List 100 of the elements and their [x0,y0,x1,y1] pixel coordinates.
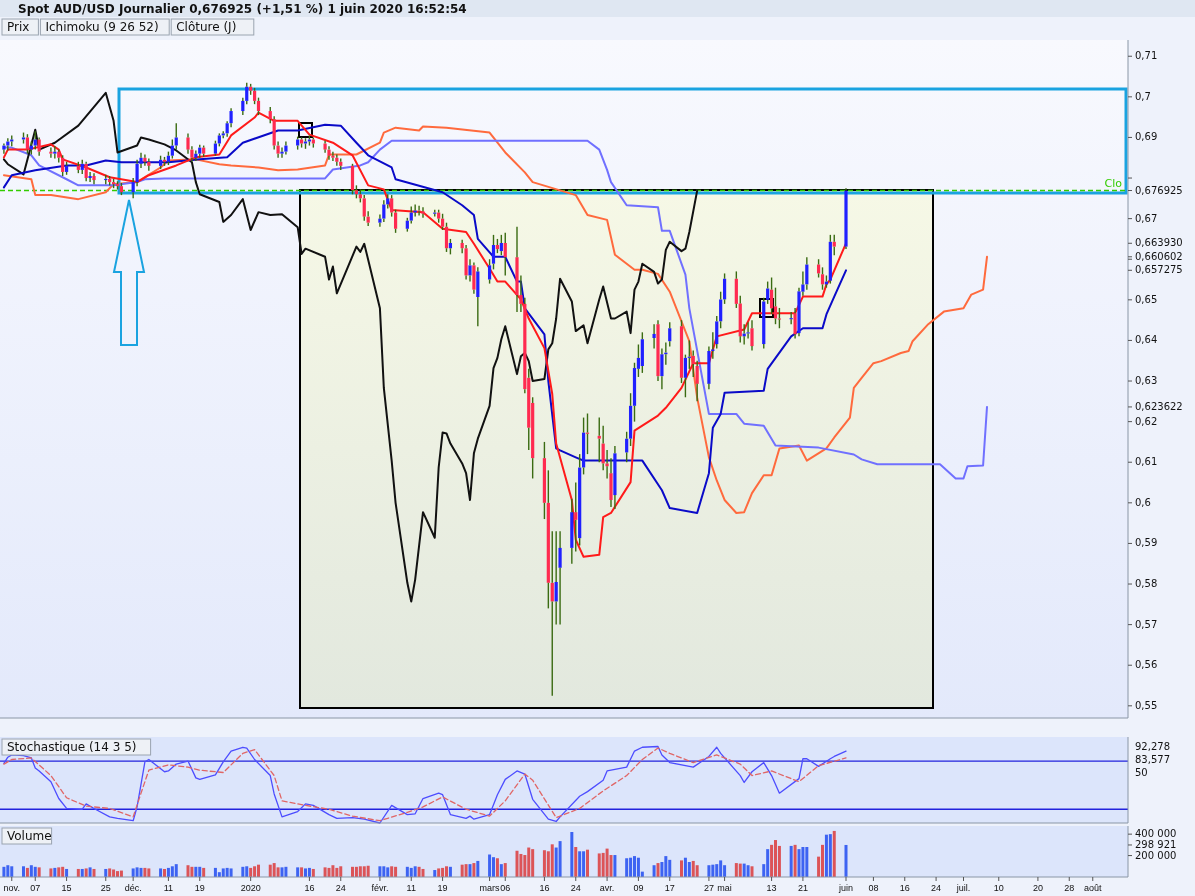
bar [605,848,609,877]
bar [582,851,586,877]
x-tick-label: 24 [335,883,346,893]
bar [147,868,151,877]
x-tick-label: 25 [100,883,111,893]
bar [386,867,390,877]
candlestick [570,498,574,565]
text: Prix [7,20,30,34]
bar [339,866,343,877]
bar [805,847,809,877]
candlestick [797,286,801,338]
bar [84,868,88,877]
x-tick-label: 20 [1032,883,1043,893]
bar [186,865,190,877]
bar [108,868,112,877]
x-tick-label: 11 [406,883,416,893]
bar [276,867,280,877]
y-tick-label: 0,676925 [1135,184,1183,196]
bar [574,847,578,877]
bar [437,868,441,877]
x-tick-label: 09 [633,883,644,893]
y-tick-label: 0,7 [1135,90,1151,102]
bar [625,858,629,877]
candlestick [550,530,554,697]
bar [629,857,633,877]
candlestick [793,307,797,340]
bar [245,866,249,877]
candlestick [37,136,41,157]
bar [715,864,719,877]
bar [468,864,472,877]
candlestick [53,145,57,160]
text: Ichimoku (9 26 52) [45,20,159,34]
bar [734,863,738,877]
bar [527,847,531,877]
candlestick [652,323,656,350]
candlestick [323,139,327,154]
bar [445,866,448,877]
bar [464,864,468,877]
y-tick-label: 0,61 [1135,456,1158,468]
candlestick [84,161,88,182]
bar [687,862,691,877]
y-tick-label: 0,64 [1135,334,1158,346]
bar [378,866,382,877]
y-tick-label: 0,62 [1135,415,1158,427]
y-tick-label: 0,660602 [1135,250,1183,262]
bar [159,868,163,877]
x-tick-label: 15 [61,883,72,893]
x-tick-label: 08 [868,883,879,893]
bar [570,832,574,877]
candlestick [844,187,848,250]
bar [131,868,135,877]
x-tick-label: juil. [955,883,971,893]
bar [331,865,335,877]
candlestick [284,140,288,156]
candlestick [660,347,664,390]
bar [499,864,503,877]
candlestick [92,172,96,185]
y-tick-label: 0,663930 [1135,237,1183,249]
bar [358,866,362,877]
bar [300,867,304,877]
x-tick-label: 17 [664,883,675,893]
chart-title: Spot AUD/USD Journalier 0,676925 (+1,51 %) 1 juin 2020 16:52:54 [18,2,467,16]
candlestick [143,153,147,167]
bar [738,863,742,877]
candlestick [186,132,190,155]
y-tick-label: 0,55 [1135,699,1158,711]
bar [832,830,836,877]
bar [656,863,660,877]
candlestick [272,115,276,151]
bar [633,856,636,877]
y-tick-label: 0,71 [1135,50,1158,62]
bar [707,865,711,877]
bar [597,853,601,877]
candlestick [746,321,750,340]
bar [844,844,848,877]
bar [652,865,656,877]
text: 50 [1135,767,1148,778]
x-tick-label: mai [717,883,732,893]
bar [22,866,25,877]
bar [253,866,257,877]
x-tick-label: 16 [539,883,550,893]
bar [719,860,723,877]
bar [601,852,605,877]
bar [683,857,687,877]
bar [691,860,695,877]
x-tick-label: 2020 [240,883,261,893]
bar [613,855,617,877]
y-tick-label: 0,657275 [1135,264,1183,276]
y-tick-label: 0,57 [1135,618,1158,630]
candlestick [707,345,711,390]
bar [170,866,174,877]
candlestick [413,203,417,218]
candlestick [194,149,198,162]
bar [789,845,793,877]
x-tick-label: nov. [3,883,20,893]
bar [280,867,284,877]
candlestick [472,261,476,295]
candlestick [147,157,151,172]
text: Clôture (J) [176,20,237,34]
candlestick [382,199,386,223]
